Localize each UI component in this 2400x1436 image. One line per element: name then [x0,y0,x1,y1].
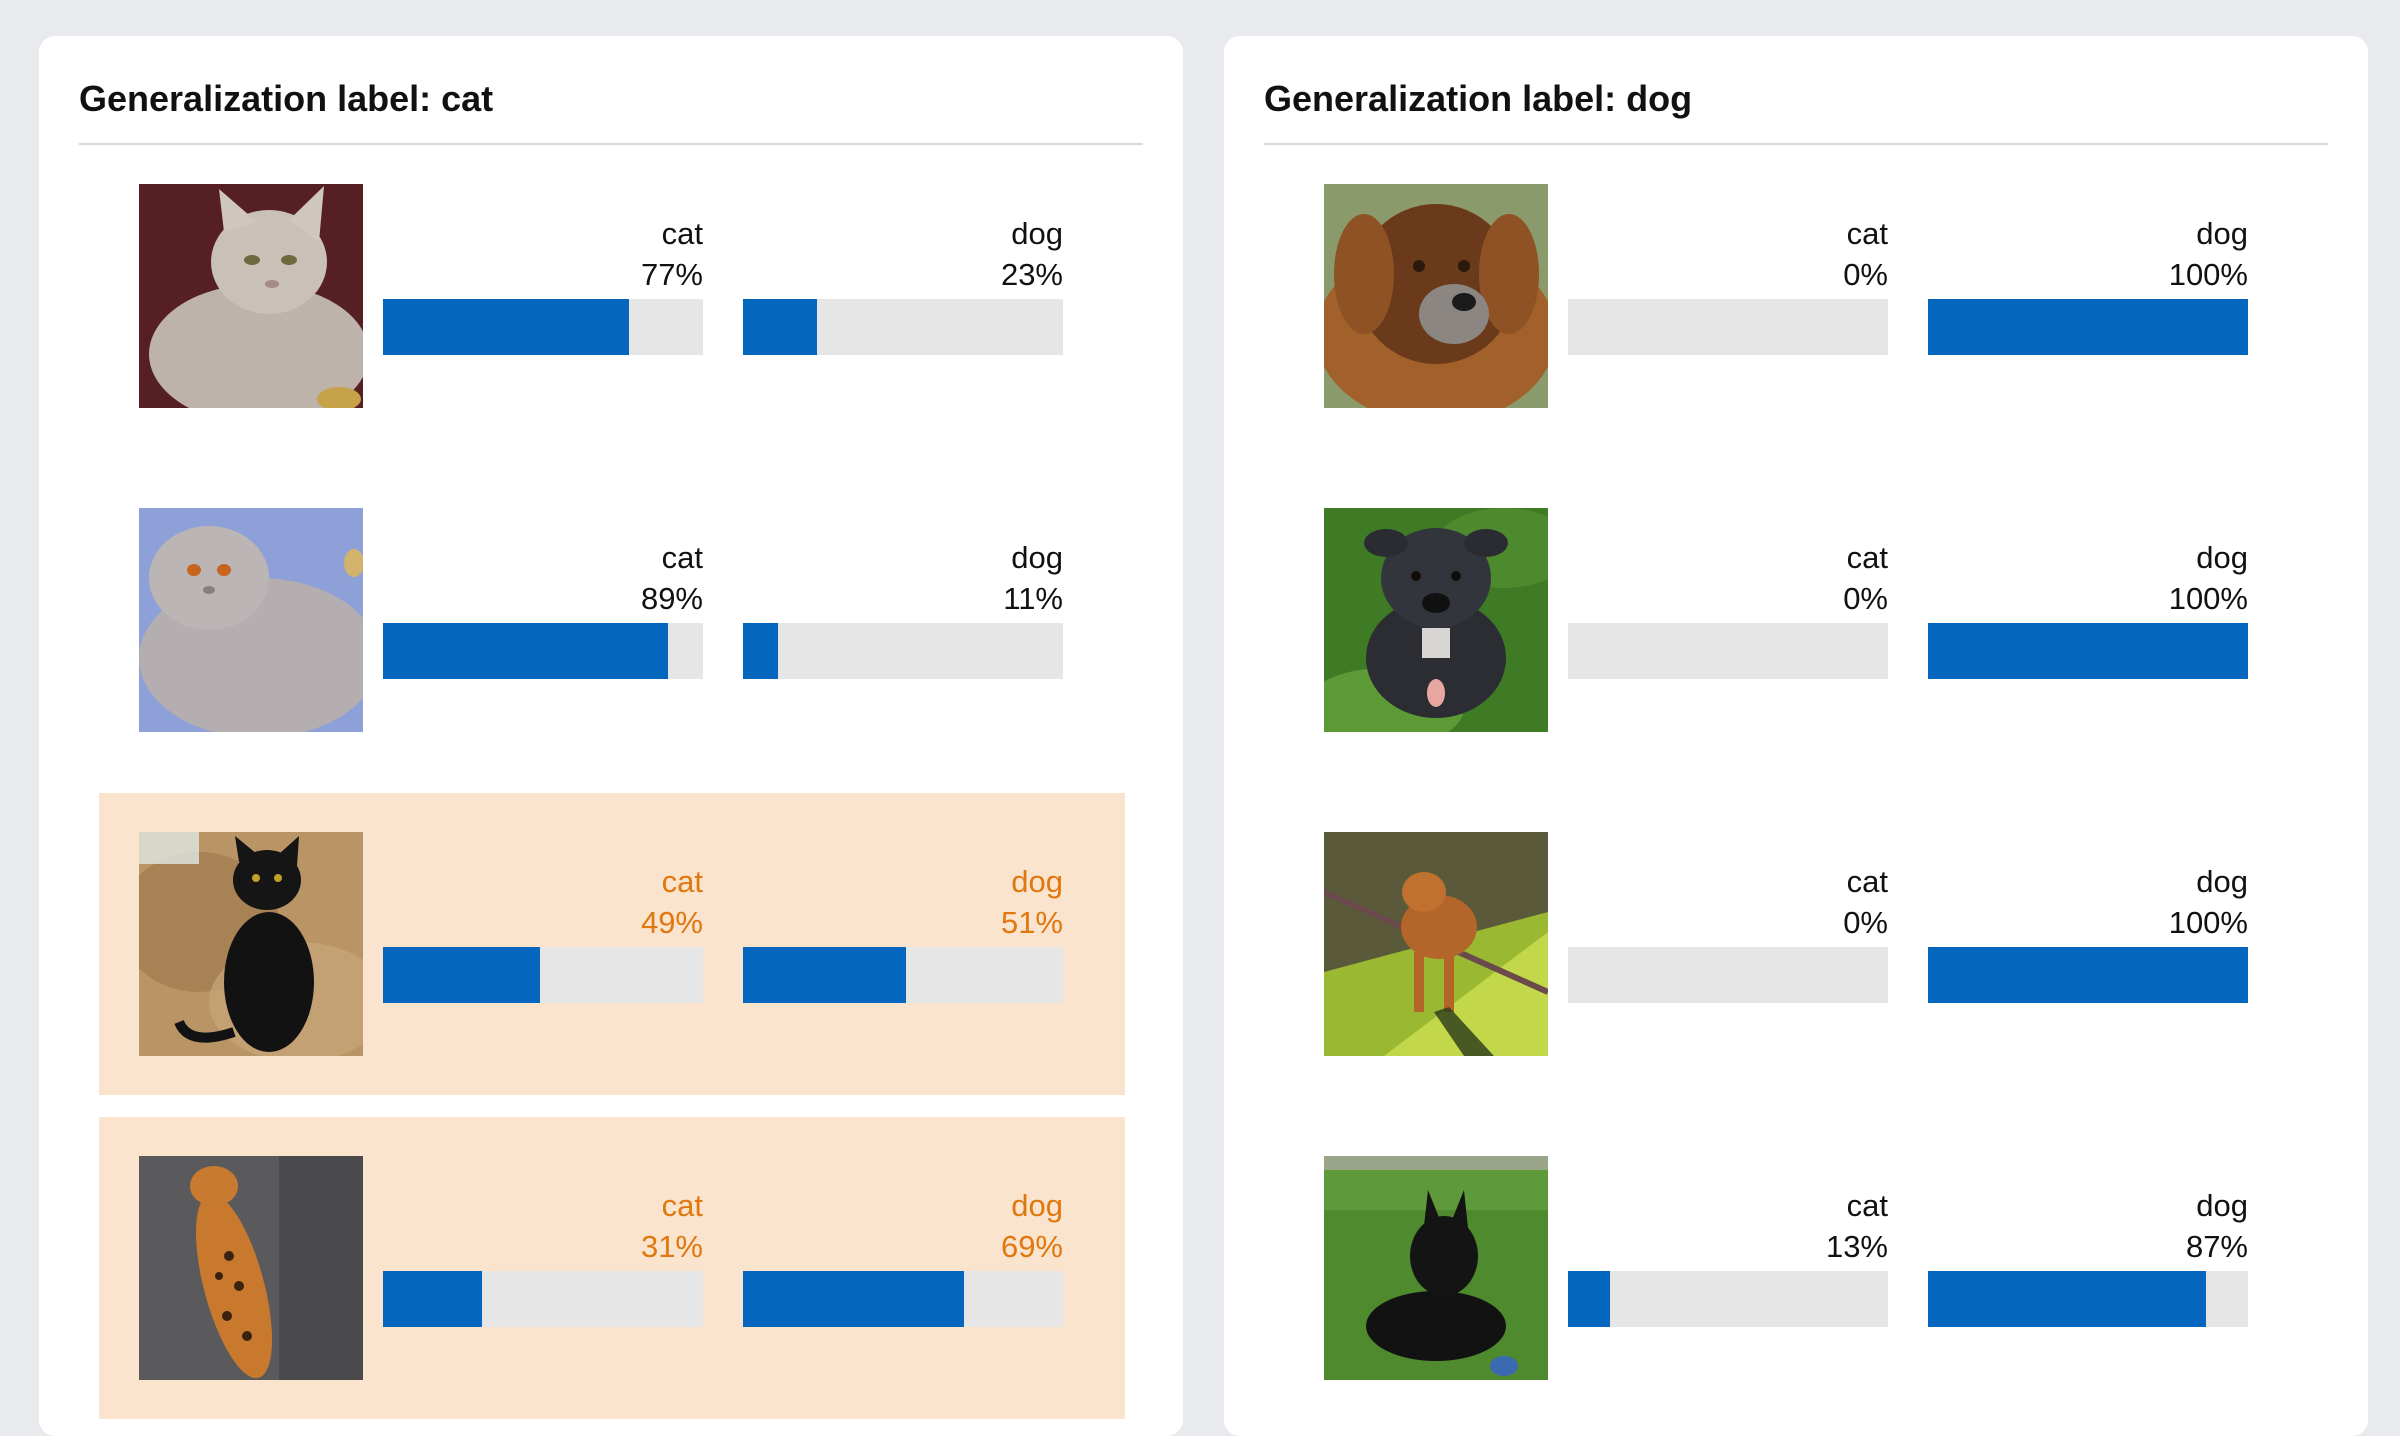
generalization-panel-dog: Generalization label: dog cat 0% [1224,36,2368,1436]
cat-score: cat 0% [1568,537,1888,679]
example-row: cat 77% dog 23% [99,145,1125,447]
example-row: cat 0% dog 100% [1284,793,2310,1095]
score-percent: 100% [2168,905,2248,940]
example-row: cat 89% dog 11% [99,469,1125,771]
score-label: dog [2196,1188,2248,1223]
score-bar-fill [383,299,630,355]
score-bar [743,623,1063,679]
generalization-panel-cat: Generalization label: cat cat [39,36,1183,1436]
dog-score: dog 100% [1928,213,2248,355]
dog-score: dog 69% [743,1185,1063,1327]
score-bar [383,299,703,355]
black-cat-photo [139,832,363,1056]
score-label: cat [661,864,703,899]
example-row: cat 0% dog 100% [1284,469,2310,771]
dog-score: dog 11% [743,537,1063,679]
score-percent: 23% [1000,257,1063,292]
example-row-highlighted: cat 49% dog 51% [99,793,1125,1095]
score-label: cat [661,540,703,575]
score-label: cat [1846,1188,1888,1223]
score-bar-fill [383,1271,483,1327]
score-bar-fill [1928,947,2248,1003]
score-bar-fill [1928,299,2248,355]
score-percent: 51% [1000,905,1063,940]
score-bar [1568,299,1888,355]
cat-score: cat 49% [383,861,703,1003]
score-label: dog [1011,216,1063,251]
score-bar [1568,623,1888,679]
score-bar-fill [1928,623,2248,679]
score-bar [1928,623,2248,679]
sphynx-cat-photo [139,184,363,408]
score-percent: 89% [640,581,703,616]
dog-score: dog 100% [1928,861,2248,1003]
cat-score: cat 0% [1568,861,1888,1003]
cat-score: cat 77% [383,213,703,355]
example-row: cat 13% dog 87% [1284,1117,2310,1419]
score-percent: 31% [640,1229,703,1264]
score-percent: 13% [1825,1229,1888,1264]
score-bar [1928,299,2248,355]
dog-score: dog 23% [743,213,1063,355]
dog-score: dog 100% [1928,537,2248,679]
cat-score: cat 31% [383,1185,703,1327]
score-percent: 87% [2185,1229,2248,1264]
score-label: dog [2196,864,2248,899]
scottish-terrier-photo [1324,1156,1548,1380]
score-bar-fill [743,623,779,679]
score-label: cat [661,1188,703,1223]
score-bar [383,947,703,1003]
score-label: dog [2196,540,2248,575]
score-percent: 100% [2168,257,2248,292]
score-label: dog [1011,864,1063,899]
score-bar [383,623,703,679]
score-bar [1568,947,1888,1003]
score-percent: 0% [1843,905,1888,940]
cat-score: cat 89% [383,537,703,679]
score-bar [743,1271,1063,1327]
score-percent: 69% [1000,1229,1063,1264]
score-label: dog [1011,1188,1063,1223]
score-percent: 100% [2168,581,2248,616]
score-label: dog [1011,540,1063,575]
score-bar-fill [1568,1271,1610,1327]
panel-title: Generalization label: dog [1264,36,2328,145]
score-percent: 49% [640,905,703,940]
score-bar-fill [743,1271,964,1327]
example-row-highlighted: cat 31% dog 69% [99,1117,1125,1419]
score-bar-fill [383,947,540,1003]
dog-score: dog 51% [743,861,1063,1003]
panel-title: Generalization label: cat [79,36,1143,145]
score-bar [743,947,1063,1003]
score-label: cat [661,216,703,251]
cat-score: cat 13% [1568,1185,1888,1327]
score-bar [383,1271,703,1327]
staffordshire-dog-photo [1324,508,1548,732]
score-label: cat [1846,216,1888,251]
cat-score: cat 0% [1568,213,1888,355]
score-percent: 77% [640,257,703,292]
score-percent: 0% [1843,581,1888,616]
shiba-dog-photo [1324,832,1548,1056]
persian-cat-photo [139,508,363,732]
score-label: dog [2196,216,2248,251]
score-bar [1928,1271,2248,1327]
dog-score: dog 87% [1928,1185,2248,1327]
score-percent: 11% [1003,581,1063,616]
score-label: cat [1846,540,1888,575]
score-percent: 0% [1843,257,1888,292]
score-bar-fill [743,299,817,355]
score-bar-fill [1928,1271,2207,1327]
score-bar [743,299,1063,355]
score-bar-fill [383,623,668,679]
bengal-cat-photo [139,1156,363,1380]
score-label: cat [1846,864,1888,899]
score-bar [1928,947,2248,1003]
shaggy-dog-photo [1324,184,1548,408]
score-bar-fill [743,947,907,1003]
example-row: cat 0% dog 100% [1284,145,2310,447]
score-bar [1568,1271,1888,1327]
